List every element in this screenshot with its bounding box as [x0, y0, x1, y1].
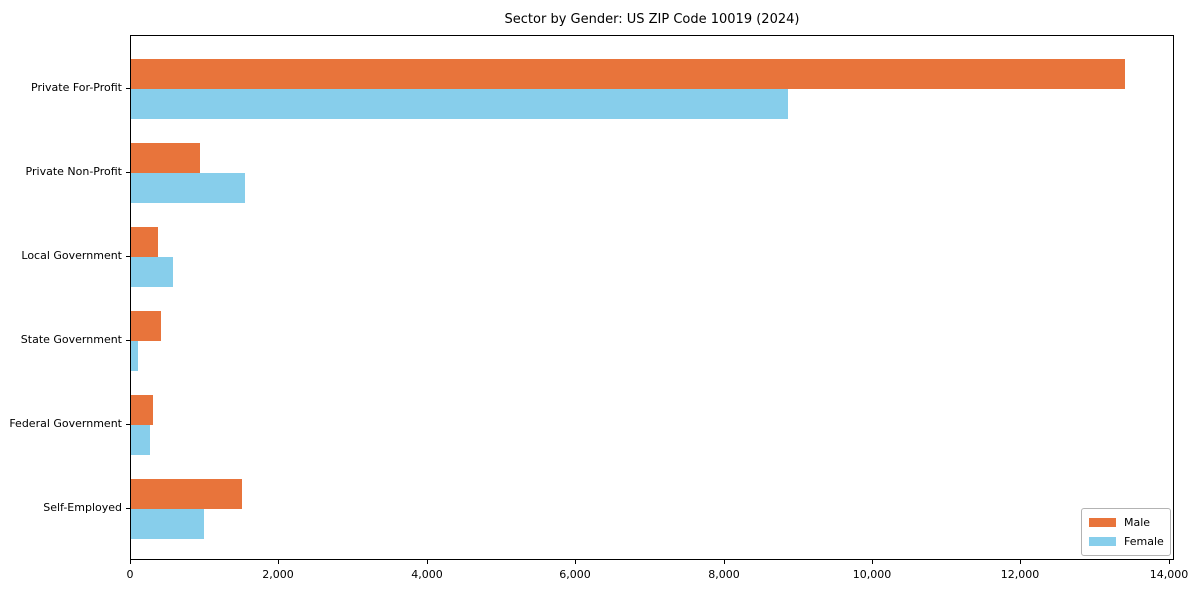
- x-tick-mark: [1169, 560, 1170, 564]
- y-tick-mark: [126, 256, 130, 257]
- legend: Male Female: [1081, 508, 1171, 556]
- x-tick-mark: [427, 560, 428, 564]
- legend-label: Female: [1124, 535, 1164, 548]
- bar-male-private-for-profit: [131, 59, 1125, 89]
- bar-female-private-for-profit: [131, 89, 788, 119]
- x-tick-label: 8,000: [708, 568, 740, 581]
- y-tick-label: Private Non-Profit: [25, 165, 122, 178]
- bar-male-local-government: [131, 227, 158, 257]
- bar-female-private-non-profit: [131, 173, 245, 203]
- bar-female-self-employed: [131, 509, 204, 539]
- x-tick-label: 10,000: [852, 568, 892, 581]
- y-tick-label: Private For-Profit: [31, 81, 122, 94]
- legend-entry-male: Male: [1089, 513, 1163, 532]
- x-tick-mark: [575, 560, 576, 564]
- bar-male-federal-government: [131, 395, 153, 425]
- bar-female-local-government: [131, 257, 173, 287]
- chart-title: Sector by Gender: US ZIP Code 10019 (202…: [504, 12, 800, 27]
- x-tick-mark: [130, 560, 131, 564]
- x-tick-mark: [872, 560, 873, 564]
- x-tick-label: 6,000: [559, 568, 591, 581]
- x-tick-label: 0: [126, 568, 134, 581]
- y-tick-mark: [126, 172, 130, 173]
- x-tick-label: 4,000: [411, 568, 443, 581]
- legend-swatch-female: [1089, 537, 1116, 546]
- x-tick-mark: [278, 560, 279, 564]
- y-tick-label: Self-Employed: [43, 501, 122, 514]
- bar-male-private-non-profit: [131, 143, 200, 173]
- plot-area: [130, 35, 1174, 560]
- bar-male-state-government: [131, 311, 161, 341]
- y-tick-label: Federal Government: [9, 417, 122, 430]
- x-tick-label: 12,000: [1000, 568, 1040, 581]
- y-tick-label: Local Government: [21, 249, 122, 262]
- legend-label: Male: [1124, 516, 1151, 529]
- x-tick-mark: [1020, 560, 1021, 564]
- y-tick-mark: [126, 424, 130, 425]
- bar-female-state-government: [131, 341, 138, 371]
- x-tick-label: 2,000: [262, 568, 294, 581]
- legend-entry-female: Female: [1089, 532, 1164, 551]
- y-tick-mark: [126, 340, 130, 341]
- x-tick-label: 14,000: [1149, 568, 1189, 581]
- bar-male-self-employed: [131, 479, 242, 509]
- y-tick-label: State Government: [20, 333, 122, 346]
- y-tick-mark: [126, 88, 130, 89]
- bar-female-federal-government: [131, 425, 150, 455]
- legend-swatch-male: [1089, 518, 1116, 527]
- y-tick-mark: [126, 508, 130, 509]
- x-tick-mark: [724, 560, 725, 564]
